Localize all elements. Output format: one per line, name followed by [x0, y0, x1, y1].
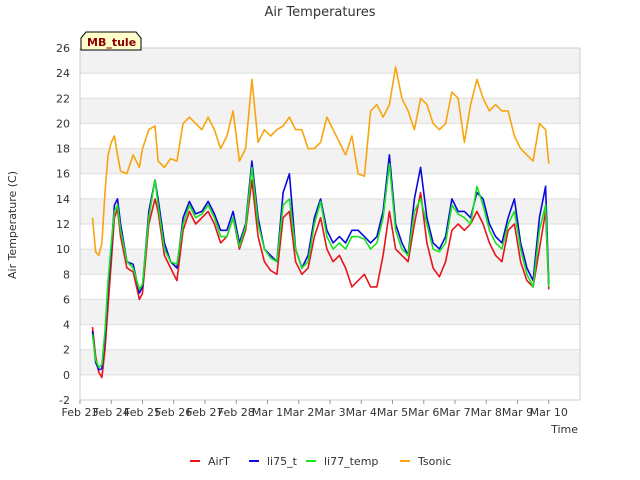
x-tick-label: Mar 2: [283, 406, 314, 419]
station-badge-text: MB_tule: [87, 36, 136, 49]
x-tick-label: Mar 5: [377, 406, 408, 419]
y-tick-label: 4: [63, 319, 70, 332]
plot-band: [80, 73, 580, 99]
legend-label: li75_t: [267, 455, 298, 468]
x-tick-label: Feb 25: [124, 406, 161, 419]
y-tick-label: 8: [63, 268, 70, 281]
x-axis-label: Time: [550, 423, 578, 436]
plot-band: [80, 48, 580, 74]
series-lines: [91, 66, 550, 379]
legend: AirT li75_t li77_temp Tsonic: [190, 455, 451, 468]
plot-band: [80, 98, 580, 124]
y-tick-label: -2: [59, 394, 70, 407]
x-tick-label: Mar 3: [314, 406, 345, 419]
y-tick-label: 18: [56, 143, 70, 156]
legend-label: Tsonic: [417, 455, 451, 468]
y-tick-label: 26: [56, 42, 70, 55]
y-tick-label: 14: [56, 193, 70, 206]
plot-band: [80, 148, 580, 174]
x-tick-label: Feb 24: [93, 406, 130, 419]
y-axis-label: Air Temperature (C): [6, 171, 19, 279]
plot-band: [80, 249, 580, 275]
y-tick-label: 24: [56, 67, 70, 80]
y-tick-label: 12: [56, 218, 70, 231]
plot-band: [80, 324, 580, 350]
y-tick-label: 0: [63, 369, 70, 382]
x-tick-label: Mar 6: [408, 406, 439, 419]
plot-band: [80, 173, 580, 199]
plot-band: [80, 349, 580, 375]
series-line-tsonic: [91, 66, 550, 257]
y-tick-label: 6: [63, 293, 70, 306]
x-tick-label: Mar 7: [439, 406, 470, 419]
plot-band: [80, 198, 580, 224]
y-tick-label: 20: [56, 117, 70, 130]
legend-label: li77_temp: [324, 455, 378, 468]
plot-band: [80, 299, 580, 325]
y-tick-label: 22: [56, 92, 70, 105]
x-tick-label: Feb 26: [155, 406, 192, 419]
plot-band: [80, 374, 580, 400]
x-tick-label: Mar 8: [471, 406, 502, 419]
plot-band: [80, 123, 580, 149]
series-line-li77-temp: [91, 162, 550, 369]
x-tick-label: Mar 10: [530, 406, 568, 419]
legend-label: AirT: [208, 455, 230, 468]
y-tick-label: 16: [56, 168, 70, 181]
y-tick-label: 10: [56, 243, 70, 256]
x-tick-label: Mar 9: [502, 406, 533, 419]
x-tick-label: Feb 27: [187, 406, 224, 419]
y-tick-label: 2: [63, 344, 70, 357]
x-tick-label: Mar 1: [252, 406, 283, 419]
chart-title: Air Temperatures: [264, 5, 375, 20]
station-badge: MB_tule: [80, 31, 142, 51]
x-tick-label: Feb 23: [62, 406, 99, 419]
plot-background: [80, 48, 580, 400]
x-tick-label: Mar 4: [346, 406, 377, 419]
x-tick-label: Feb 28: [218, 406, 255, 419]
plot-band: [80, 274, 580, 300]
